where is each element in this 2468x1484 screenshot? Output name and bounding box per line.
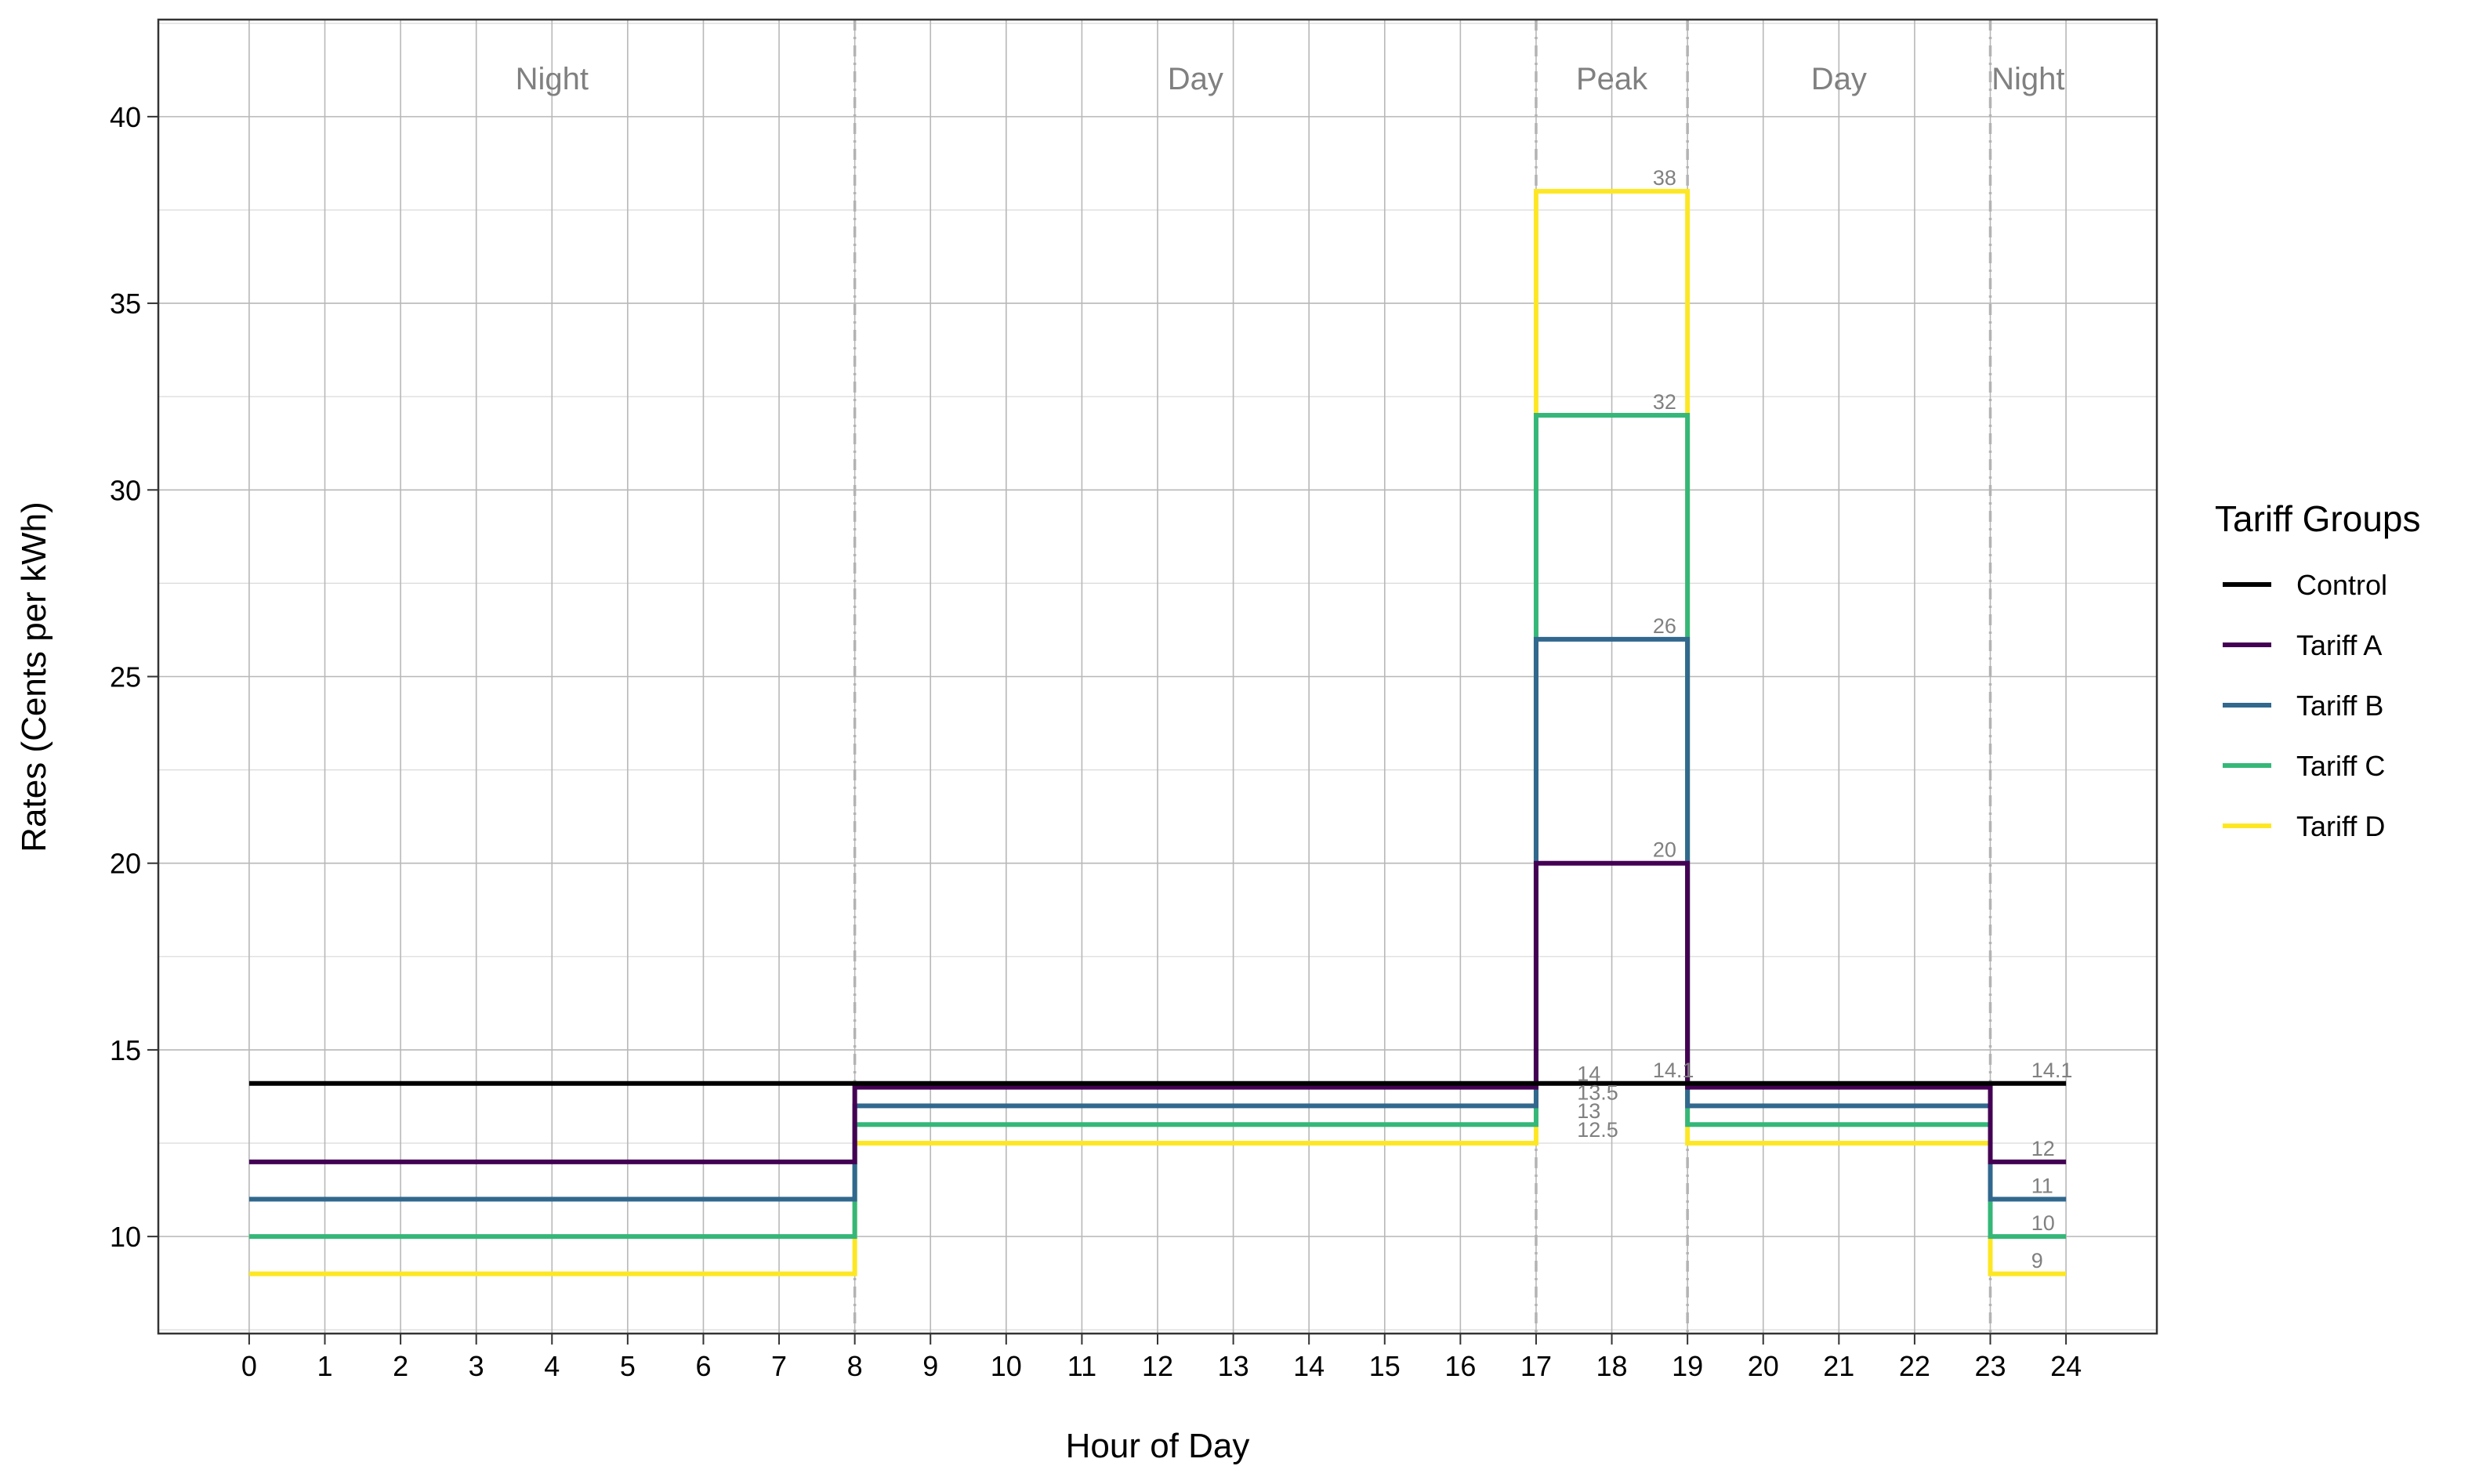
y-tick-label: 15: [110, 1034, 141, 1066]
legend-label: Tariff C: [2296, 750, 2385, 782]
period-label: Day: [1811, 62, 1867, 96]
rate-value-label: 10: [2031, 1211, 2055, 1235]
y-tick-label: 40: [110, 101, 141, 133]
legend-label: Tariff A: [2296, 629, 2382, 661]
period-labels: Night Day Peak Day Night: [516, 62, 2065, 96]
x-tick-label: 7: [771, 1350, 787, 1382]
legend: Tariff Groups Control Tariff A Tariff B Tar…: [2215, 498, 2420, 842]
x-axis-title: Hour of Day: [1066, 1427, 1250, 1465]
rate-value-label: 14.1: [1653, 1059, 1694, 1082]
period-label: Peak: [1576, 62, 1648, 96]
y-tick-label: 30: [110, 474, 141, 506]
legend-label: Tariff D: [2296, 810, 2385, 842]
x-tick-label: 6: [695, 1350, 711, 1382]
period-label: Night: [1991, 62, 2064, 96]
y-tick-label: 10: [110, 1221, 141, 1253]
y-axis-title: Rates (Cents per kWh): [15, 501, 53, 852]
rate-value-label: 14.1: [2031, 1059, 2073, 1082]
x-tick-label: 3: [469, 1350, 484, 1382]
x-tick-label: 2: [393, 1350, 408, 1382]
rate-value-label: 38: [1653, 166, 1676, 190]
legend-title: Tariff Groups: [2215, 498, 2420, 539]
series-lines: [248, 189, 2067, 1276]
rate-value-label: 13: [1577, 1099, 1600, 1123]
x-tick-label: 12: [1142, 1350, 1173, 1382]
x-tick-label: 19: [1672, 1350, 1703, 1382]
rate-value-label: 12.5: [1577, 1118, 1618, 1142]
x-tick-label: 17: [1520, 1350, 1552, 1382]
rate-value-label: 9: [2031, 1249, 2043, 1272]
x-tick-label: 11: [1067, 1350, 1096, 1382]
x-tick-label: 14: [1293, 1350, 1325, 1382]
x-tick-label: 15: [1369, 1350, 1401, 1382]
x-tick-label: 10: [991, 1350, 1022, 1382]
x-tick-label: 18: [1596, 1350, 1628, 1382]
period-label: Day: [1168, 62, 1223, 96]
x-tick-label: 21: [1823, 1350, 1854, 1382]
x-tick-label: 20: [1748, 1350, 1779, 1382]
x-tick-label: 4: [544, 1350, 560, 1382]
x-tick-label: 22: [1899, 1350, 1930, 1382]
x-tick-label: 5: [620, 1350, 636, 1382]
legend-label: Tariff B: [2296, 690, 2383, 722]
y-tick-label: 35: [110, 288, 141, 320]
rate-value-label: 12: [2031, 1137, 2055, 1160]
y-tick-label: 25: [110, 661, 141, 693]
rate-value-label: 14: [1577, 1062, 1600, 1086]
x-tick-label: 24: [2050, 1350, 2082, 1382]
rate-value-label: 26: [1653, 614, 1676, 638]
series-line-tariff-a: [248, 860, 2067, 1164]
legend-label: Control: [2296, 569, 2387, 601]
y-tick-label: 20: [110, 848, 141, 880]
x-tick-label: 16: [1444, 1350, 1476, 1382]
x-tick-label: 0: [241, 1350, 257, 1382]
rate-value-label: 20: [1653, 838, 1676, 862]
period-label: Night: [516, 62, 589, 96]
rate-value-label: 32: [1653, 390, 1676, 414]
rate-value-label: 13.5: [1577, 1080, 1618, 1104]
x-tick-label: 1: [317, 1350, 332, 1382]
x-tick-label: 23: [1974, 1350, 2006, 1382]
x-tick-label: 9: [922, 1350, 938, 1382]
x-tick-label: 13: [1218, 1350, 1249, 1382]
axes: 0 1 2 3 4 5 6 7 8 9 10 11 12 13 14 15 16 17 18 19 20 21 22 23 24…: [110, 101, 2082, 1382]
rate-value-label: 11: [2031, 1174, 2053, 1197]
x-tick-label: 8: [847, 1350, 863, 1382]
